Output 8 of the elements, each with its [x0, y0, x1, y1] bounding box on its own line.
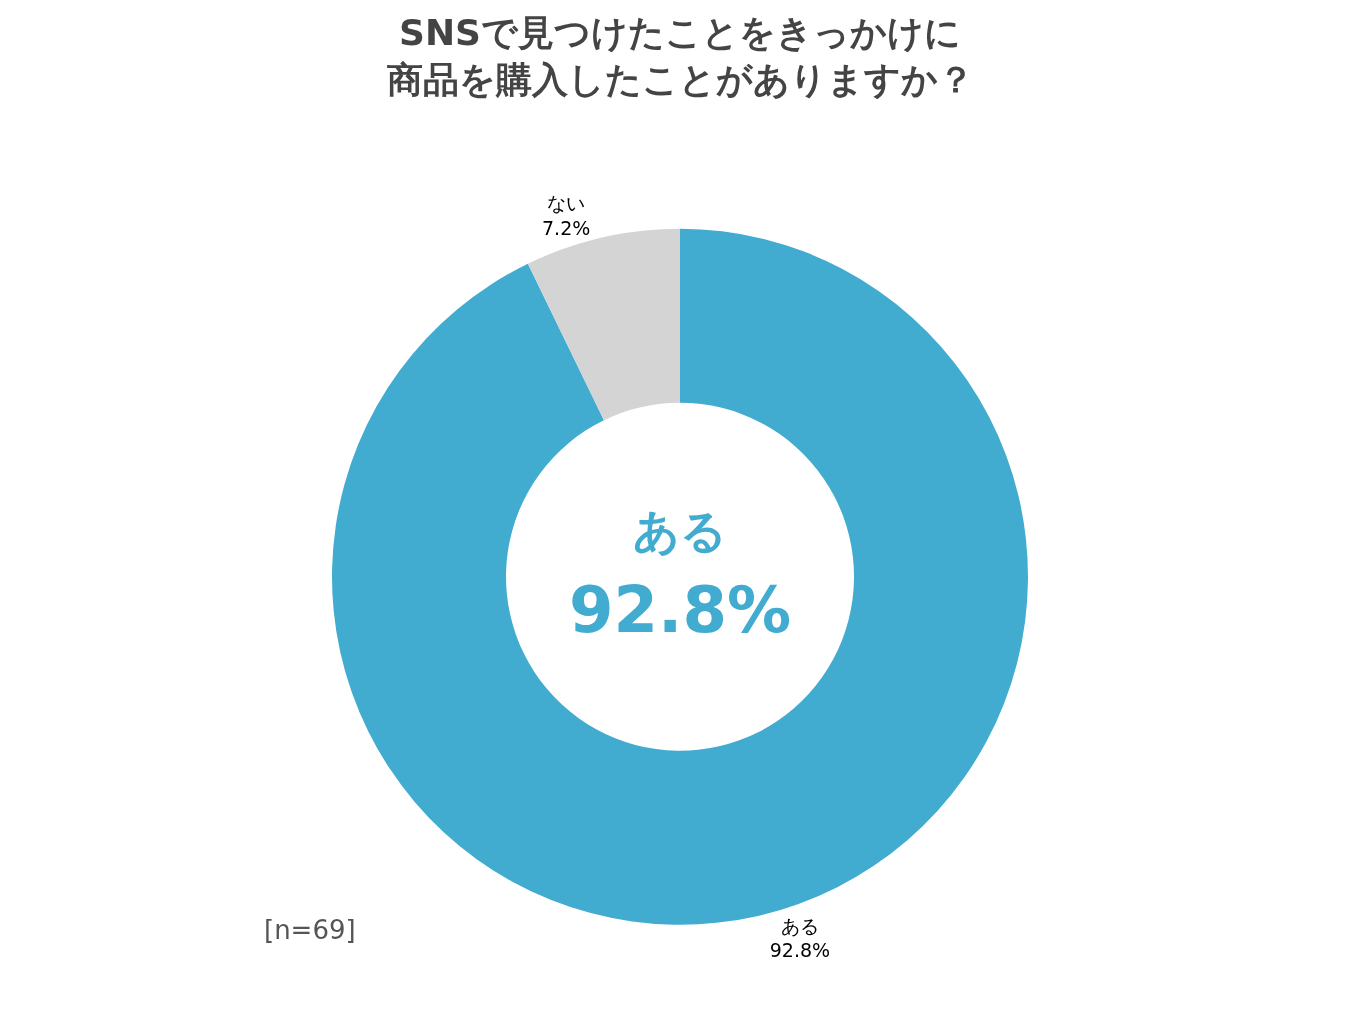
- text: ある: [633, 504, 727, 558]
- text: [n=69]: [264, 915, 356, 945]
- chart-title: SNSで見つけたことをきっかけに商品を購入したことがありますか？: [386, 12, 974, 101]
- text: 92.8%: [569, 573, 792, 647]
- data-label: 92.8%: [769, 939, 831, 962]
- slice-label: ある: [780, 914, 819, 937]
- slice-label: ない: [547, 192, 586, 215]
- data-label: 7.2%: [542, 216, 591, 239]
